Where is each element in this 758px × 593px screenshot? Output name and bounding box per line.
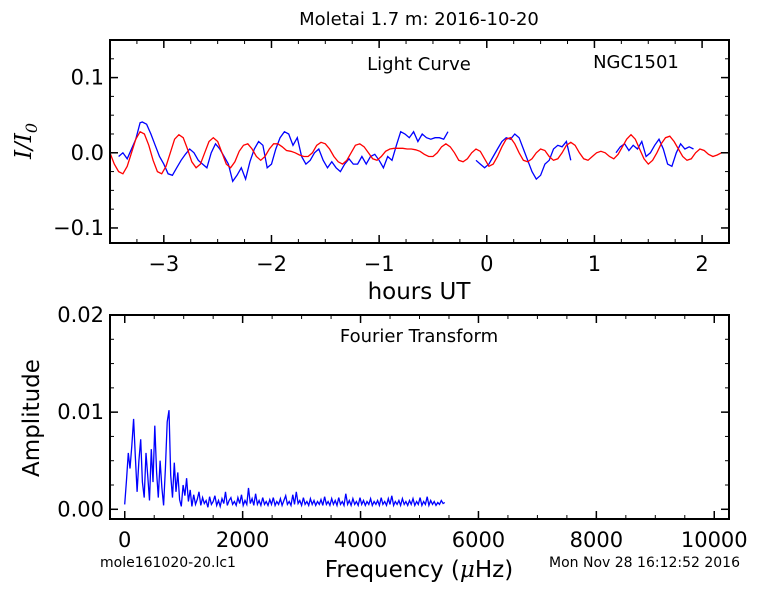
light-curve-plot-area (109, 121, 726, 183)
fourier-plot-area (124, 410, 446, 509)
data-file-name: mole161020-20.lc1 (100, 555, 236, 571)
ft-x-tick-label: 10000 (681, 528, 748, 552)
lc-x-tick-label: 1 (588, 252, 601, 276)
light-curve-frame (109, 39, 730, 244)
light-curve-x-axis-label: hours UT (368, 279, 472, 305)
fourier-annotation: Fourier Transform (340, 326, 498, 347)
ft-series-0-line-0 (124, 410, 446, 509)
fourier-panel: 0 2000 4000 6000 8000 10000 0.00 0.01 0.02 Fouri… (19, 303, 748, 583)
lc-series-0-line-0 (118, 121, 449, 183)
lc-x-tick-label: −1 (364, 252, 395, 276)
fourier-x-axis-label: Frequency (μHz) (325, 557, 513, 583)
lc-y-tick-label: 0.0 (71, 141, 104, 165)
ft-x-tick-label: 4000 (334, 528, 387, 552)
object-name-label: NGC1501 (593, 52, 679, 73)
ft-x-tick-label: 0 (118, 528, 131, 552)
ft-y-tick-label: 0.00 (57, 497, 104, 521)
light-curve-annotation: Light Curve (367, 54, 471, 75)
ft-x-tick-label: 2000 (216, 528, 269, 552)
ft-x-tick-label: 6000 (452, 528, 505, 552)
ft-x-tick-label: 8000 (570, 528, 623, 552)
light-curve-ticks: −3 −2 −1 0 1 2 −0.1 0.0 0.1 (53, 39, 730, 276)
generation-timestamp: Mon Nov 28 16:12:52 2016 (549, 555, 740, 571)
figure-title: Moletai 1.7 m: 2016-10-20 (299, 9, 539, 30)
lc-series-1-line-0 (109, 130, 726, 175)
lc-x-tick-label: 0 (480, 252, 493, 276)
light-curve-panel: −3 −2 −1 0 1 2−0.10.00.1 Light Curve NGC1501 … (11, 39, 730, 305)
lc-y-tick-label: −0.1 (53, 216, 104, 240)
lc-x-tick-label: −3 (148, 252, 179, 276)
lc-x-tick-label: −2 (256, 252, 287, 276)
ft-y-tick-label: 0.01 (57, 400, 104, 424)
lc-series-0-line-1 (475, 133, 572, 181)
ft-y-tick-label: 0.02 (57, 303, 104, 327)
svg-text:I/I0: I/I0 (11, 123, 41, 160)
light-curve-y-axis-label: I/I0 (11, 123, 41, 160)
lc-y-tick-label: 0.1 (71, 66, 104, 90)
fourier-y-axis-label: Amplitude (19, 359, 45, 477)
fourier-ticks: 0 2000 4000 6000 8000 10000 0.00 0.01 0.02 (57, 303, 747, 552)
lc-x-tick-label: 2 (695, 252, 708, 276)
lc-series-0-line-2 (615, 137, 694, 168)
